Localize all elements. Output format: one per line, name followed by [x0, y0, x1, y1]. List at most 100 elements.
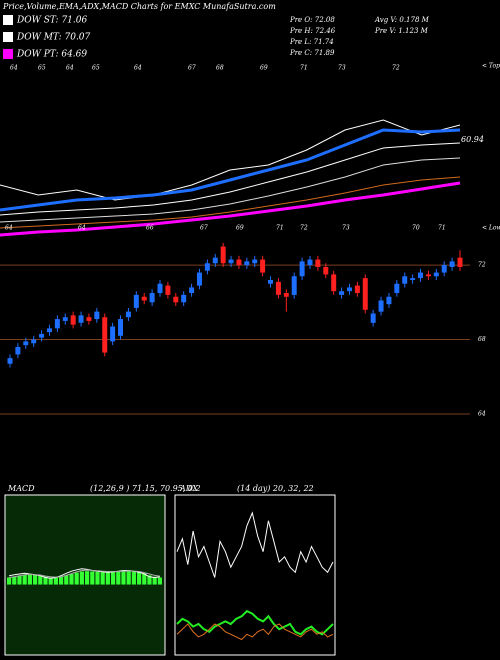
low-label: 66: [146, 225, 154, 232]
panel-subtitle: (12,26,9 ) 71.15, 70.95, 0.2: [90, 484, 201, 493]
low-label: 71: [438, 225, 446, 232]
top-label: 68: [216, 65, 224, 72]
quote-info: Pre O: 72.08: [289, 16, 335, 24]
candle-body: [78, 315, 84, 323]
candle-body: [275, 281, 281, 295]
candle-body: [394, 283, 400, 294]
tops-label: < Tops: [482, 63, 500, 70]
histogram-bar: [12, 576, 17, 585]
histogram-bar: [121, 571, 126, 585]
candle-body: [70, 315, 76, 325]
top-label: 64: [66, 65, 74, 72]
quote-info: Pre L: 71.74: [289, 38, 334, 46]
candle-body: [323, 266, 329, 275]
candle-body: [449, 261, 455, 267]
candle-body: [354, 285, 360, 294]
histogram-bar: [100, 572, 105, 585]
top-label: 67: [188, 65, 196, 72]
ema-line: [0, 157, 461, 223]
histogram-bar: [59, 576, 64, 585]
quote-info: Pre H: 72.46: [289, 27, 336, 35]
histogram-bar: [116, 571, 121, 585]
histogram-bar: [90, 571, 95, 585]
candle-body: [346, 287, 352, 292]
candle-body: [110, 326, 116, 342]
low-label: 71: [276, 225, 284, 232]
candle-body: [315, 259, 321, 267]
candle-body: [196, 272, 202, 286]
histogram-bar: [33, 575, 38, 585]
top-label: 64: [10, 65, 18, 72]
candle-body: [418, 272, 424, 279]
low-label: 73: [342, 225, 350, 232]
candle-body: [410, 278, 416, 280]
histogram-bar: [53, 577, 58, 585]
candle-body: [189, 287, 195, 294]
candle-body: [204, 263, 210, 271]
ema-line: [0, 119, 461, 201]
histogram-bar: [147, 575, 152, 585]
candle-body: [433, 272, 439, 277]
low-label: 69: [236, 225, 244, 232]
low-label: 64: [5, 225, 13, 232]
histogram-bar: [126, 571, 131, 585]
top-label: 72: [392, 65, 400, 72]
histogram-bar: [157, 577, 162, 585]
candle-body: [31, 339, 37, 344]
top-label: 73: [338, 65, 346, 72]
adx-line: [176, 511, 334, 578]
candle-body: [141, 296, 147, 301]
candle-body: [425, 274, 431, 277]
y-tick-label: 64: [478, 410, 486, 417]
lows-label: < Lows: [482, 225, 500, 232]
candle-body: [118, 319, 124, 336]
candle-body: [457, 257, 463, 267]
histogram-bar: [17, 575, 22, 585]
y-tick-label: 72: [478, 262, 486, 269]
candle-body: [54, 319, 60, 329]
adx-line: [176, 623, 334, 641]
y-tick-label: 68: [478, 336, 486, 343]
top-label: 71: [300, 65, 308, 72]
candle-body: [157, 283, 163, 294]
candle-body: [252, 259, 258, 264]
low-label: 64: [78, 225, 86, 232]
histogram-bar: [95, 571, 100, 585]
adx-line: [176, 609, 334, 636]
histogram-bar: [152, 576, 157, 585]
candle-body: [283, 293, 289, 297]
last-value: 60.94: [461, 135, 484, 144]
candle-body: [133, 294, 139, 308]
low-label: 67: [200, 225, 208, 232]
low-label: 70: [412, 225, 420, 232]
candle-body: [378, 300, 384, 312]
legend-swatch: [3, 49, 13, 59]
candle-body: [7, 358, 13, 364]
histogram-bar: [131, 571, 136, 585]
candle-body: [94, 311, 100, 320]
histogram-bar: [111, 572, 116, 585]
candle-body: [441, 265, 447, 273]
candle-body: [39, 333, 45, 338]
macd-line: [9, 569, 160, 578]
histogram-bar: [22, 575, 27, 585]
candle-body: [86, 317, 92, 321]
candle-body: [362, 278, 368, 310]
quote-info: Avg V: 0.178 M: [374, 16, 430, 24]
adx-panel: [174, 494, 336, 656]
quote-info: Pre V: 1.123 M: [374, 27, 429, 35]
quote-info: Pre C: 71.89: [289, 49, 335, 57]
candle-body: [268, 280, 274, 284]
candle-body: [244, 261, 250, 266]
ema-line: [0, 176, 461, 229]
histogram-bar: [7, 577, 12, 585]
panel-subtitle: (14 day) 20, 32, 22: [237, 484, 314, 493]
candle-body: [331, 274, 337, 292]
low-label: 72: [300, 225, 308, 232]
candle-body: [291, 276, 297, 295]
histogram-bar: [38, 575, 43, 585]
chart-title: Price,Volume,EMA,ADX,MACD Charts for EMX…: [2, 2, 276, 11]
candle-body: [23, 341, 29, 346]
